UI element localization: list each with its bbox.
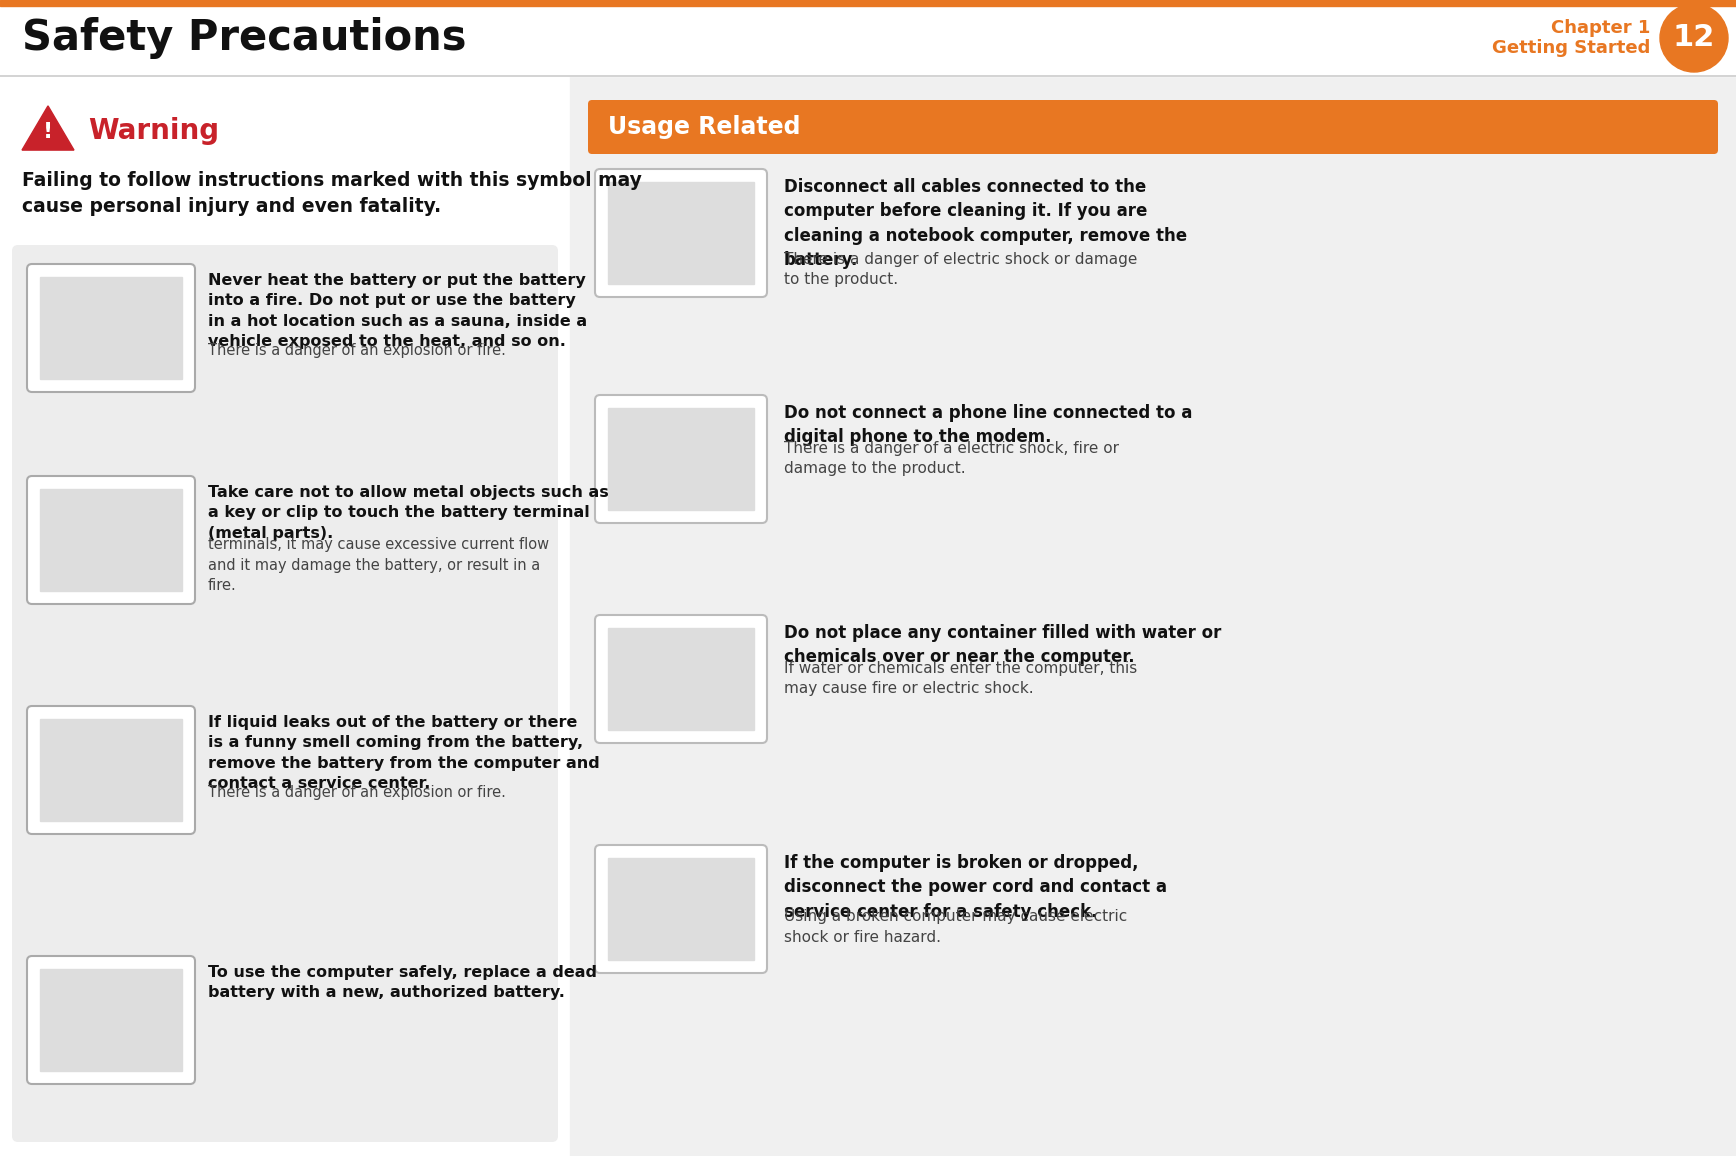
- FancyBboxPatch shape: [595, 845, 767, 973]
- Text: There is a danger of electric shock or damage
to the product.: There is a danger of electric shock or d…: [785, 252, 1137, 288]
- FancyBboxPatch shape: [12, 245, 557, 1142]
- Bar: [40, 489, 182, 591]
- Text: Getting Started: Getting Started: [1491, 39, 1649, 57]
- Text: Chapter 1: Chapter 1: [1550, 18, 1649, 37]
- FancyBboxPatch shape: [28, 264, 194, 392]
- Text: Do not connect a phone line connected to a
digital phone to the modem.: Do not connect a phone line connected to…: [785, 403, 1193, 446]
- Text: Take care not to allow metal objects such as
a key or clip to touch the battery : Take care not to allow metal objects suc…: [208, 486, 609, 541]
- FancyBboxPatch shape: [28, 706, 194, 833]
- FancyBboxPatch shape: [589, 101, 1719, 154]
- Text: If the computer is broken or dropped,
disconnect the power cord and contact a
se: If the computer is broken or dropped, di…: [785, 854, 1167, 920]
- FancyBboxPatch shape: [28, 476, 194, 603]
- FancyBboxPatch shape: [595, 615, 767, 743]
- Bar: [608, 858, 753, 959]
- Text: Failing to follow instructions marked with this symbol may
cause personal injury: Failing to follow instructions marked wi…: [23, 171, 642, 216]
- Bar: [40, 277, 182, 379]
- Text: Never heat the battery or put the battery
into a fire. Do not put or use the bat: Never heat the battery or put the batter…: [208, 273, 587, 349]
- Text: 12: 12: [1674, 23, 1715, 52]
- Text: To use the computer safely, replace a dead
battery with a new, authorized batter: To use the computer safely, replace a de…: [208, 965, 597, 1000]
- FancyBboxPatch shape: [28, 956, 194, 1084]
- Bar: [40, 969, 182, 1070]
- Text: Warning: Warning: [89, 117, 219, 144]
- Text: Do not place any container filled with water or
chemicals over or near the compu: Do not place any container filled with w…: [785, 624, 1222, 666]
- Text: Usage Related: Usage Related: [608, 114, 800, 139]
- Text: Using a broken computer may cause electric
shock or fire hazard.: Using a broken computer may cause electr…: [785, 910, 1127, 944]
- Text: Disconnect all cables connected to the
computer before cleaning it. If you are
c: Disconnect all cables connected to the c…: [785, 178, 1187, 269]
- Polygon shape: [23, 106, 75, 150]
- Bar: [40, 719, 182, 821]
- Bar: [569, 76, 1736, 1156]
- Bar: [608, 408, 753, 510]
- Text: There is a danger of an explosion or fire.: There is a danger of an explosion or fir…: [208, 343, 505, 358]
- FancyBboxPatch shape: [595, 169, 767, 297]
- Circle shape: [1660, 3, 1727, 72]
- Text: If water or chemicals enter the computer, this
may cause fire or electric shock.: If water or chemicals enter the computer…: [785, 661, 1137, 696]
- Text: !: !: [43, 121, 54, 142]
- Text: terminals, it may cause excessive current flow
and it may damage the battery, or: terminals, it may cause excessive curren…: [208, 538, 549, 593]
- Bar: [0, 0, 1736, 76]
- Bar: [0, 76, 569, 1156]
- Text: There is a danger of an explosion or fire.: There is a danger of an explosion or fir…: [208, 785, 505, 800]
- Bar: [0, 0, 1736, 6]
- Bar: [608, 628, 753, 729]
- FancyBboxPatch shape: [595, 395, 767, 523]
- Text: There is a danger of a electric shock, fire or
damage to the product.: There is a danger of a electric shock, f…: [785, 440, 1120, 476]
- Text: Safety Precautions: Safety Precautions: [23, 17, 467, 59]
- Text: If liquid leaks out of the battery or there
is a funny smell coming from the bat: If liquid leaks out of the battery or th…: [208, 716, 599, 791]
- Bar: [608, 181, 753, 284]
